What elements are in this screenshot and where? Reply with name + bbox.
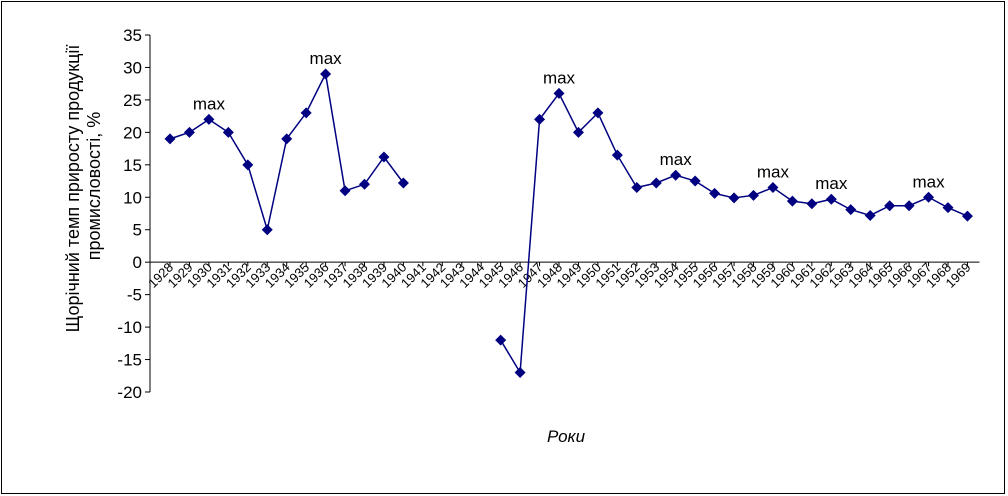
x-axis-title: Роки — [547, 427, 586, 446]
data-point — [864, 209, 876, 221]
data-point — [242, 159, 254, 171]
max-annotation: max — [543, 68, 576, 87]
axes — [149, 35, 980, 392]
data-point — [534, 113, 546, 125]
data-point — [728, 192, 740, 204]
data-point — [339, 185, 351, 197]
series-line-segment — [500, 91, 968, 375]
data-point — [222, 126, 234, 138]
y-axis-title-line-1: Щорічний темп приросту продукції — [63, 45, 83, 333]
data-point — [261, 224, 273, 236]
y-tick-label: -10 — [117, 318, 142, 337]
y-tick-label: -15 — [117, 351, 142, 370]
data-point — [903, 200, 915, 212]
y-tick-label: -20 — [117, 383, 142, 402]
max-annotation: max — [660, 150, 693, 169]
data-point — [709, 187, 721, 199]
y-axis-title-line-2: промисловості, % — [84, 112, 104, 261]
data-markers — [164, 68, 973, 379]
max-annotation: max — [193, 94, 226, 113]
data-point — [748, 189, 759, 201]
data-point — [281, 133, 293, 145]
data-point — [164, 133, 176, 145]
data-point — [942, 202, 954, 214]
y-ticks: 35 30 25 20 15 10 5 0 -5 -10 -15 -20 — [117, 26, 150, 402]
data-point — [514, 367, 526, 379]
max-annotation: max — [815, 174, 848, 193]
max-annotation: max — [912, 172, 945, 191]
data-point — [961, 210, 973, 222]
y-tick-label: 30 — [123, 58, 142, 77]
data-point — [397, 177, 409, 189]
series-lines — [169, 71, 968, 375]
max-annotation: max — [310, 49, 343, 68]
data-point — [845, 204, 857, 216]
data-point — [592, 107, 604, 119]
data-point — [806, 198, 818, 210]
y-axis-title: Щорічний темп приросту продукції промисл… — [63, 40, 104, 333]
y-tick-label: 20 — [123, 123, 142, 142]
data-point — [378, 151, 390, 163]
data-point — [572, 126, 584, 138]
y-tick-label: 0 — [133, 253, 142, 272]
y-tick-label: 5 — [133, 221, 142, 240]
data-point — [359, 178, 370, 190]
data-point — [611, 149, 623, 161]
data-point — [923, 191, 935, 203]
data-point — [689, 175, 701, 187]
data-point — [203, 113, 215, 125]
data-point — [553, 87, 565, 99]
data-point — [183, 126, 195, 138]
max-annotation: max — [757, 163, 790, 182]
data-point — [884, 200, 896, 212]
data-point — [825, 193, 837, 205]
y-tick-label: 35 — [123, 26, 142, 45]
annotations: max max max max max max max — [193, 49, 945, 193]
y-tick-label: -5 — [127, 286, 142, 305]
data-point — [786, 195, 798, 207]
data-point — [495, 334, 507, 346]
svg-text:Щорічний темп приросту продукц: Щорічний темп приросту продукції промисл… — [63, 40, 104, 333]
data-point — [631, 182, 643, 194]
y-tick-label: 10 — [123, 188, 142, 207]
data-point — [320, 68, 332, 80]
data-point — [650, 177, 662, 189]
data-point — [300, 107, 312, 119]
y-tick-label: 15 — [123, 156, 142, 175]
x-ticks: 1928192919301931193219331934193519361937… — [145, 260, 974, 291]
data-point — [767, 182, 779, 194]
y-tick-label: 25 — [123, 91, 142, 110]
data-point — [670, 169, 682, 181]
